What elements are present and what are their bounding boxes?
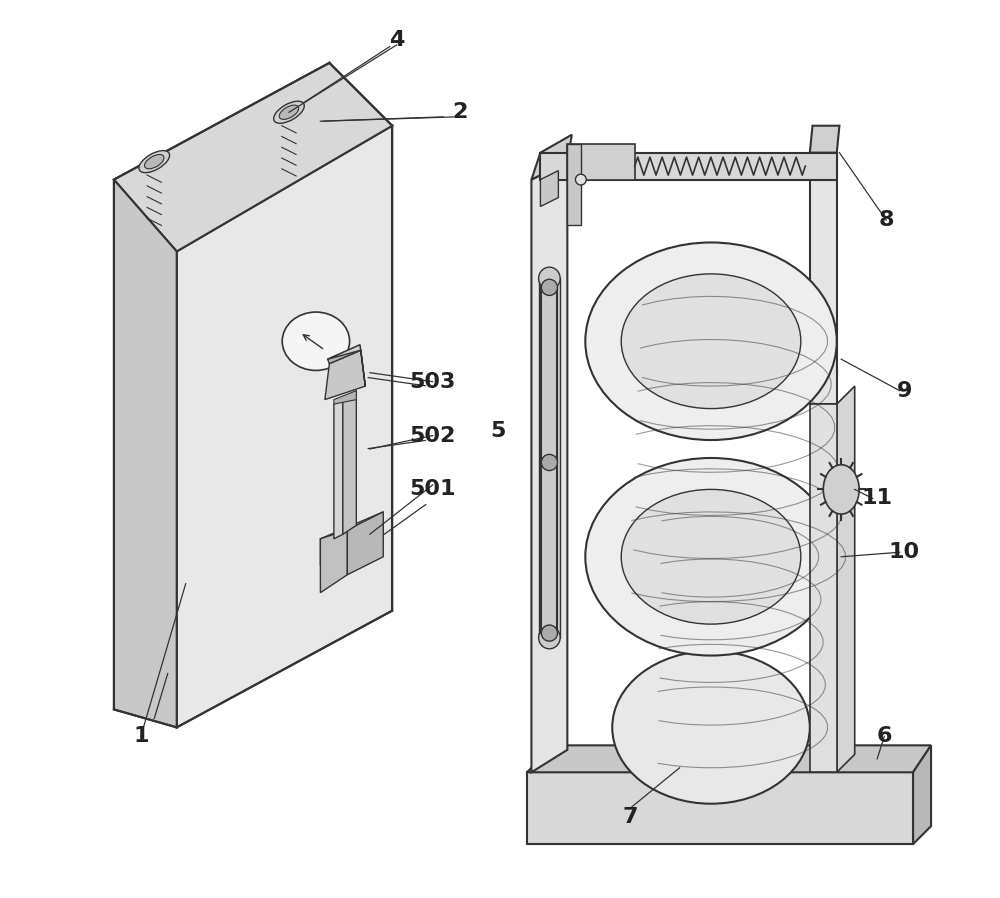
- Polygon shape: [527, 745, 931, 772]
- Ellipse shape: [575, 174, 586, 185]
- Ellipse shape: [145, 154, 164, 169]
- Ellipse shape: [279, 105, 299, 119]
- Polygon shape: [810, 126, 839, 153]
- Polygon shape: [837, 386, 855, 772]
- Polygon shape: [334, 400, 343, 539]
- Ellipse shape: [541, 454, 557, 471]
- Text: 501: 501: [409, 480, 456, 499]
- Polygon shape: [114, 63, 392, 251]
- Text: 1: 1: [133, 726, 149, 746]
- Polygon shape: [540, 153, 837, 180]
- Text: 5: 5: [491, 421, 506, 441]
- Polygon shape: [810, 404, 837, 772]
- Polygon shape: [320, 512, 383, 566]
- Polygon shape: [347, 512, 383, 575]
- Ellipse shape: [621, 489, 801, 624]
- Polygon shape: [539, 278, 560, 638]
- Text: 502: 502: [409, 426, 456, 445]
- Ellipse shape: [274, 101, 304, 123]
- Ellipse shape: [612, 651, 810, 804]
- Polygon shape: [334, 391, 356, 404]
- Ellipse shape: [282, 313, 350, 370]
- Polygon shape: [567, 144, 581, 224]
- Polygon shape: [114, 180, 177, 727]
- Ellipse shape: [585, 242, 837, 440]
- Polygon shape: [527, 772, 913, 844]
- Polygon shape: [328, 345, 365, 386]
- Text: 4: 4: [389, 31, 404, 50]
- Text: 503: 503: [409, 372, 456, 392]
- Polygon shape: [320, 530, 347, 593]
- Text: 9: 9: [896, 381, 912, 401]
- Polygon shape: [540, 171, 558, 207]
- Ellipse shape: [585, 458, 837, 656]
- Text: 11: 11: [862, 489, 893, 508]
- Text: 7: 7: [622, 807, 638, 827]
- Polygon shape: [177, 126, 392, 727]
- Polygon shape: [531, 135, 572, 180]
- Text: 2: 2: [452, 102, 467, 122]
- Ellipse shape: [541, 279, 557, 295]
- Polygon shape: [325, 350, 365, 400]
- Polygon shape: [810, 153, 837, 404]
- Text: 6: 6: [877, 726, 892, 746]
- Text: 8: 8: [878, 210, 894, 230]
- Ellipse shape: [823, 465, 859, 514]
- Text: 10: 10: [889, 542, 920, 562]
- Ellipse shape: [621, 274, 801, 409]
- Polygon shape: [913, 745, 931, 844]
- Ellipse shape: [539, 627, 560, 648]
- Ellipse shape: [541, 625, 557, 641]
- Ellipse shape: [539, 268, 560, 289]
- Polygon shape: [567, 144, 635, 180]
- Polygon shape: [328, 345, 361, 364]
- Ellipse shape: [139, 151, 170, 172]
- Polygon shape: [343, 391, 356, 534]
- Polygon shape: [531, 162, 567, 772]
